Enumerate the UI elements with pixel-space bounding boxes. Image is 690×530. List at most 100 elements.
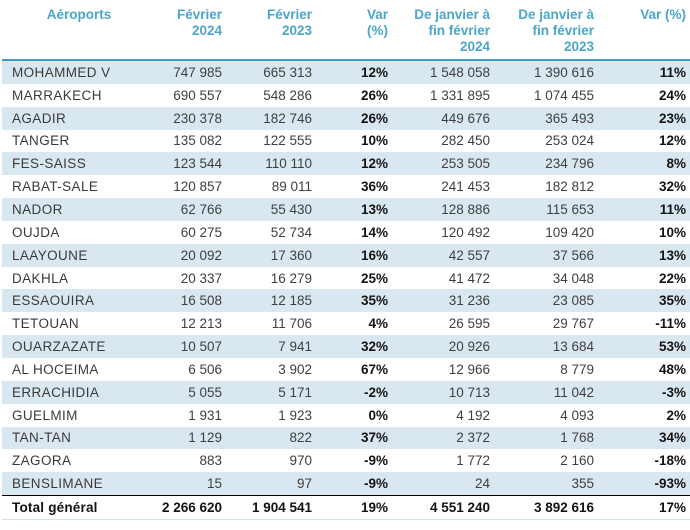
value-cell: 548 286 <box>263 87 312 103</box>
column-header-aeroports: Aéroports <box>2 0 152 61</box>
value-cell: 883 <box>199 453 222 469</box>
var-cell: 11% <box>600 60 690 84</box>
total-row: Total général 2 266 620 1 904 541 19% 4 … <box>2 495 690 520</box>
table-header-row: Aéroports Février 2024 Février 2023 Var … <box>2 0 690 61</box>
airport-name-cell: MARRAKECH <box>12 87 102 103</box>
value-cell: 16 508 <box>152 289 228 313</box>
table-row: ERRACHIDIA 5 055 5 171 -2% 10 713 11 042… <box>2 380 690 404</box>
value-cell: 12 185 <box>228 289 318 313</box>
airport-name-cell: OUARZAZATE <box>2 335 152 358</box>
value-cell: 355 <box>496 472 600 496</box>
value-cell: 4 093 <box>560 407 594 423</box>
airport-name-cell: AGADIR <box>2 106 152 130</box>
table-row: TAN-TAN 1 129 822 37% 2 372 1 768 34% <box>2 426 690 450</box>
value-cell: 6 506 <box>188 361 222 377</box>
var-cell: 32% <box>318 335 394 358</box>
value-cell: 365 493 <box>496 106 600 130</box>
table-row: OUJDA 60 275 52 734 14% 120 492 109 420 … <box>2 221 690 244</box>
var-cell: 13% <box>318 198 394 221</box>
var-cell: 13% <box>600 243 690 267</box>
value-cell: 1 931 <box>188 407 222 423</box>
value-cell: 665 313 <box>228 60 318 84</box>
column-header-fevrier-2023: Février 2023 <box>228 0 318 61</box>
var-cell: 22% <box>658 270 686 286</box>
value-cell: 11 042 <box>496 380 600 404</box>
var-cell: 26% <box>318 106 394 130</box>
table-row: NADOR 62 766 55 430 13% 128 886 115 653 … <box>2 198 690 221</box>
value-cell: 15 <box>152 472 228 496</box>
column-header-var-monthly: Var (%) <box>318 0 394 61</box>
table-row: MOHAMMED V 747 985 665 313 12% 1 548 058… <box>2 60 690 84</box>
var-cell: 67% <box>360 361 388 377</box>
column-header-var-ytd: Var (%) <box>600 0 690 61</box>
value-cell: 23 085 <box>496 289 600 313</box>
airport-name-cell: AL HOCEIMA <box>12 361 99 377</box>
var-cell: 37% <box>318 426 394 450</box>
var-cell: -93% <box>600 472 690 496</box>
table-row: DAKHLA 20 337 16 279 25% 41 472 34 048 2… <box>2 267 690 290</box>
value-cell: 10 507 <box>152 335 228 358</box>
value-cell: 1 129 <box>152 426 228 450</box>
value-cell: 55 430 <box>228 198 318 221</box>
var-cell: 12% <box>318 152 394 176</box>
var-cell: 2% <box>666 407 686 423</box>
airport-name-cell: OUJDA <box>12 224 60 240</box>
airport-name-cell: TANGER <box>12 133 70 149</box>
var-cell: 53% <box>600 335 690 358</box>
value-cell: 1 390 616 <box>496 60 600 84</box>
total-value-cell: 1 904 541 <box>228 495 318 520</box>
var-cell: -9% <box>363 453 388 469</box>
var-cell: 48% <box>658 361 686 377</box>
var-cell: -2% <box>318 380 394 404</box>
value-cell: 253 024 <box>545 133 594 149</box>
total-value-cell: 2 266 620 <box>152 495 228 520</box>
var-cell: -11% <box>655 316 686 332</box>
total-value-cell: 4 551 240 <box>394 495 496 520</box>
value-cell: 230 378 <box>152 106 228 130</box>
value-cell: 2 372 <box>394 426 496 450</box>
value-cell: 690 557 <box>173 87 222 103</box>
var-cell: 0% <box>368 407 388 423</box>
value-cell: 60 275 <box>180 224 222 240</box>
value-cell: 12 966 <box>448 361 490 377</box>
var-cell: 10% <box>360 133 388 149</box>
value-cell: 42 557 <box>394 243 496 267</box>
value-cell: 122 555 <box>263 133 312 149</box>
airport-name-cell: BENSLIMANE <box>2 472 152 496</box>
total-label-cell: Total général <box>2 495 152 520</box>
value-cell: 1 768 <box>496 426 600 450</box>
value-cell: 120 492 <box>441 224 490 240</box>
column-header-ytd-2023: De janvier à fin février 2023 <box>496 0 600 61</box>
var-cell: 25% <box>360 270 388 286</box>
airport-traffic-table: Aéroports Février 2024 Février 2023 Var … <box>2 0 690 520</box>
value-cell: 449 676 <box>394 106 496 130</box>
column-header-fevrier-2024: Février 2024 <box>152 0 228 61</box>
airport-name-cell: DAKHLA <box>12 270 69 286</box>
value-cell: 26 595 <box>448 316 490 332</box>
value-cell: 24 <box>394 472 496 496</box>
var-cell: 14% <box>360 224 388 240</box>
table-row: GUELMIM 1 931 1 923 0% 4 192 4 093 2% <box>2 404 690 427</box>
total-var-cell: 19% <box>318 495 394 520</box>
airport-name-cell: LAAYOUNE <box>2 243 152 267</box>
value-cell: 115 653 <box>496 198 600 221</box>
airport-name-cell: TAN-TAN <box>2 426 152 450</box>
value-cell: 7 941 <box>228 335 318 358</box>
value-cell: 62 766 <box>152 198 228 221</box>
value-cell: 128 886 <box>394 198 496 221</box>
value-cell: 123 544 <box>152 152 228 176</box>
var-cell: -3% <box>600 380 690 404</box>
value-cell: 1 074 455 <box>533 87 594 103</box>
var-cell: 35% <box>600 289 690 313</box>
var-cell: -9% <box>318 472 394 496</box>
airport-name-cell: NADOR <box>2 198 152 221</box>
var-cell: 12% <box>318 60 394 84</box>
value-cell: 253 505 <box>394 152 496 176</box>
value-cell: 20 926 <box>394 335 496 358</box>
table-row: AGADIR 230 378 182 746 26% 449 676 365 4… <box>2 106 690 130</box>
var-cell: 4% <box>368 316 388 332</box>
value-cell: 34 048 <box>552 270 594 286</box>
airport-name-cell: ERRACHIDIA <box>2 380 152 404</box>
var-cell: 16% <box>318 243 394 267</box>
table-row: MARRAKECH 690 557 548 286 26% 1 331 895 … <box>2 84 690 107</box>
